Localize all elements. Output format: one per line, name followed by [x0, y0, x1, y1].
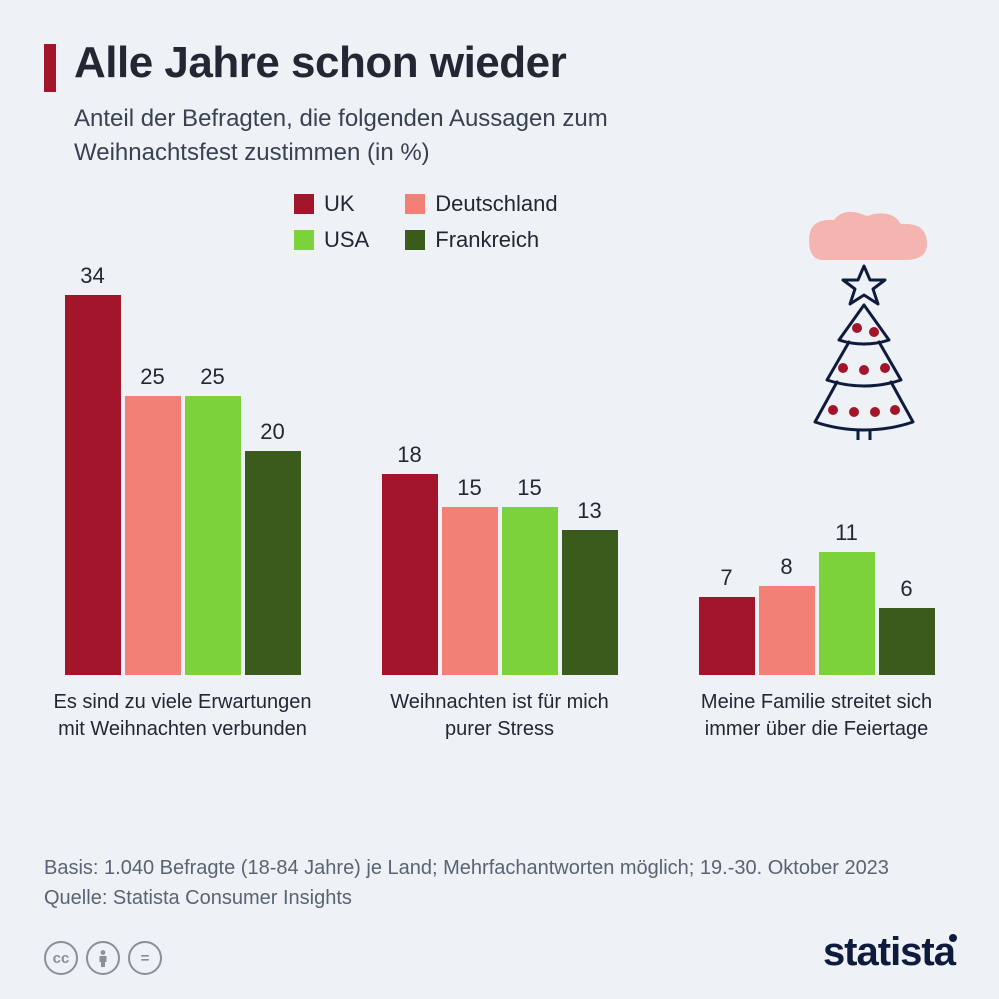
nd-icon: = [128, 941, 162, 975]
bar-value-label: 34 [80, 263, 104, 289]
bar: 8 [759, 554, 815, 675]
cc-license-icons: cc = [44, 941, 162, 975]
bar-group: 7 8 11 6 Meine Familie streitet sich immer ü… [678, 261, 955, 761]
bar-value-label: 15 [517, 475, 541, 501]
bar: 7 [699, 565, 755, 675]
bar-value-label: 25 [140, 364, 164, 390]
bar-value-label: 6 [900, 576, 912, 602]
basis-text: Basis: 1.040 Befragte (18-84 Jahre) je L… [44, 854, 955, 882]
accent-bar [44, 44, 56, 92]
by-icon [86, 941, 120, 975]
subtitle: Anteil der Befragten, die folgenden Auss… [74, 102, 694, 169]
bar-rect [382, 474, 438, 675]
bar: 15 [442, 475, 498, 675]
group-label: Es sind zu viele Erwartungen mit Weihnac… [53, 689, 313, 761]
legend-swatch [405, 194, 425, 214]
bar: 25 [125, 364, 181, 675]
bars-row: 7 8 11 6 [678, 261, 955, 675]
bar-rect [759, 586, 815, 675]
bar-rect [65, 295, 121, 675]
bar-rect [819, 552, 875, 675]
bar: 15 [502, 475, 558, 675]
legend-label: Frankreich [435, 227, 539, 253]
bar-value-label: 15 [457, 475, 481, 501]
bar-value-label: 13 [577, 498, 601, 524]
group-label: Meine Familie streitet sich immer über d… [687, 689, 947, 761]
bar: 13 [562, 498, 618, 675]
bar-rect [442, 507, 498, 675]
legend-label: Deutschland [435, 191, 557, 217]
legend: UK Deutschland USA Frankreich [294, 191, 558, 253]
bar: 6 [879, 576, 935, 675]
bar-group: 18 15 15 13 Weihnachten ist für mich purer S… [361, 261, 638, 761]
legend-item: Frankreich [405, 227, 557, 253]
bars-row: 18 15 15 13 [361, 261, 638, 675]
legend-swatch [294, 230, 314, 250]
bar: 18 [382, 442, 438, 675]
bar-rect [562, 530, 618, 675]
bar-rect [245, 451, 301, 675]
cc-icon: cc [44, 941, 78, 975]
bar-rect [699, 597, 755, 675]
bar-rect [502, 507, 558, 675]
bar-rect [125, 396, 181, 675]
page-title: Alle Jahre schon wieder [74, 38, 566, 88]
group-label: Weihnachten ist für mich purer Stress [370, 689, 630, 761]
brand-logo: statista [823, 930, 955, 975]
bar-value-label: 25 [200, 364, 224, 390]
brand-text: statista [823, 930, 955, 974]
bottom-row: cc = statista [44, 930, 955, 975]
legend-label: USA [324, 227, 369, 253]
bar-value-label: 11 [835, 520, 858, 546]
legend-label: UK [324, 191, 355, 217]
legend-item: USA [294, 227, 369, 253]
bar-rect [185, 396, 241, 675]
chart-area: 34 25 25 20 Es sind zu viele Erwartungen mit… [44, 261, 955, 761]
bar-value-label: 7 [720, 565, 732, 591]
bar-value-label: 20 [260, 419, 284, 445]
legend-item: UK [294, 191, 369, 217]
legend-item: Deutschland [405, 191, 557, 217]
footer: Basis: 1.040 Befragte (18-84 Jahre) je L… [44, 854, 955, 975]
infographic-canvas: Alle Jahre schon wieder Anteil der Befra… [0, 0, 999, 999]
bar-value-label: 18 [397, 442, 421, 468]
bar: 11 [819, 520, 875, 675]
bar-rect [879, 608, 935, 675]
header: Alle Jahre schon wieder [44, 38, 955, 92]
legend-swatch [294, 194, 314, 214]
bars-row: 34 25 25 20 [44, 261, 321, 675]
brand-dot-icon [949, 934, 957, 942]
bar: 20 [245, 419, 301, 675]
bar-groups: 34 25 25 20 Es sind zu viele Erwartungen mit… [44, 261, 955, 761]
bar-value-label: 8 [780, 554, 792, 580]
bar: 25 [185, 364, 241, 675]
bar-group: 34 25 25 20 Es sind zu viele Erwartungen mit… [44, 261, 321, 761]
legend-swatch [405, 230, 425, 250]
source-text: Quelle: Statista Consumer Insights [44, 884, 955, 912]
bar: 34 [65, 263, 121, 675]
